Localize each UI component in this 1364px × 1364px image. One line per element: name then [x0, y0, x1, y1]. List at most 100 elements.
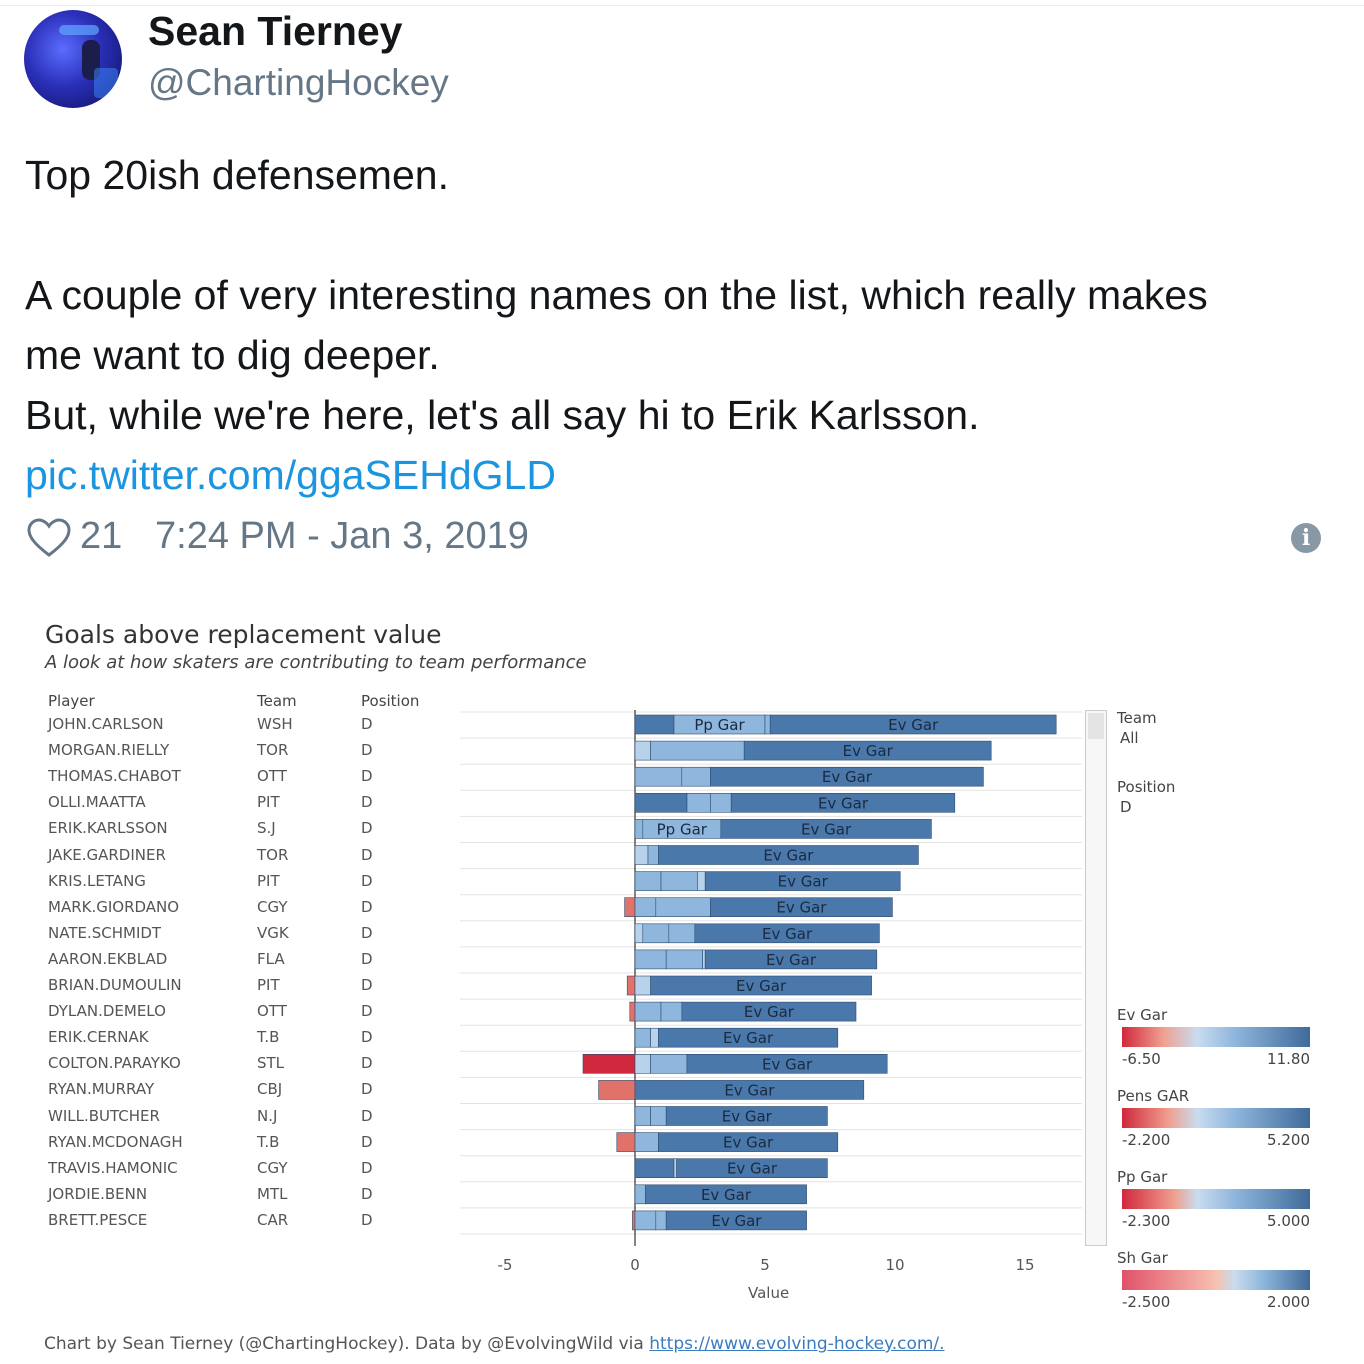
- bar-segment[interactable]: [681, 1001, 857, 1022]
- bar-segment[interactable]: [655, 1210, 667, 1231]
- bar-segment-label: Ev Gar: [722, 1108, 773, 1126]
- bar-segment[interactable]: [634, 1027, 651, 1048]
- bar-segment[interactable]: [665, 949, 703, 970]
- legend-min: -2.200: [1122, 1131, 1171, 1149]
- like-count[interactable]: 21: [80, 515, 123, 557]
- scrollbar[interactable]: [1085, 710, 1107, 1246]
- bar-segment[interactable]: [710, 897, 893, 917]
- bar-segment[interactable]: [634, 1080, 865, 1100]
- legend-min: -2.300: [1122, 1212, 1171, 1230]
- footer-link[interactable]: https://www.evolving-hockey.com/.: [649, 1334, 945, 1354]
- bar-segment[interactable]: [660, 1001, 683, 1022]
- bar-segment[interactable]: [634, 1132, 659, 1152]
- player-name: JAKE.GARDINER: [48, 845, 166, 864]
- footer-credit: Chart by Sean Tierney (@ChartingHockey).…: [44, 1334, 650, 1354]
- bar-segment[interactable]: [582, 1053, 636, 1074]
- bar-segment[interactable]: [658, 845, 919, 865]
- tweet-timestamp[interactable]: 7:24 PM - Jan 3, 2019: [155, 515, 529, 557]
- tweet-text-line: me want to dig deeper.: [25, 332, 440, 378]
- bar-segment[interactable]: [720, 819, 932, 839]
- position-code: D: [361, 1106, 373, 1125]
- bar-segment[interactable]: [634, 740, 651, 761]
- bar-segment[interactable]: [730, 793, 956, 813]
- bar-segment[interactable]: [769, 714, 1057, 735]
- bar-segment[interactable]: [634, 1184, 646, 1205]
- bar-segment[interactable]: [647, 845, 659, 865]
- bar-segment[interactable]: [598, 1080, 636, 1100]
- bar-segment[interactable]: [673, 1158, 677, 1179]
- filter-team-value[interactable]: All: [1120, 729, 1139, 747]
- bar-segment[interactable]: [632, 1210, 636, 1231]
- bar-segment[interactable]: [634, 1210, 657, 1231]
- scroll-thumb[interactable]: [1088, 713, 1104, 739]
- bar-segment[interactable]: [624, 897, 636, 917]
- bar-segment[interactable]: [676, 1158, 828, 1179]
- bar-segment[interactable]: [634, 1001, 662, 1022]
- bar-segment[interactable]: [668, 923, 696, 944]
- bar-segment[interactable]: [686, 793, 711, 813]
- filter-position-value[interactable]: D: [1120, 798, 1132, 816]
- bar-segment[interactable]: [650, 1106, 667, 1126]
- bar-segment[interactable]: [658, 1132, 839, 1152]
- bar-segment[interactable]: [710, 793, 732, 813]
- x-tick-label: 0: [630, 1256, 640, 1274]
- bar-segment[interactable]: [694, 923, 880, 944]
- bar-segment[interactable]: [634, 766, 683, 787]
- bar-segment[interactable]: [704, 871, 901, 891]
- bar-segment[interactable]: [634, 714, 675, 735]
- avatar[interactable]: [24, 10, 122, 108]
- bar-segment[interactable]: [764, 714, 771, 735]
- position-code: D: [361, 741, 373, 760]
- bar-segment-label: Ev Gar: [888, 716, 939, 734]
- bar-segment[interactable]: [743, 740, 992, 761]
- col-header-player: Player: [48, 692, 95, 710]
- bar-segment[interactable]: [634, 975, 651, 996]
- bar-segment[interactable]: [634, 793, 688, 813]
- bar-segment[interactable]: [634, 819, 644, 839]
- author-handle[interactable]: @ChartingHockey: [148, 62, 449, 103]
- info-icon[interactable]: i: [1291, 523, 1321, 553]
- bar-segment[interactable]: [629, 1001, 636, 1022]
- player-name: DYLAN.DEMELO: [48, 1002, 166, 1021]
- bar-segment-label: Ev Gar: [723, 1134, 774, 1152]
- legend-gradient: [1122, 1027, 1310, 1047]
- bar-segment[interactable]: [634, 1106, 651, 1126]
- tweet-media-link[interactable]: pic.twitter.com/ggaSEHdGLD: [25, 452, 556, 498]
- bar-segment[interactable]: [660, 871, 698, 891]
- bar-segment[interactable]: [686, 1053, 888, 1074]
- bar-segment[interactable]: [634, 871, 662, 891]
- bar-segment[interactable]: [634, 949, 667, 970]
- col-header-position: Position: [361, 692, 420, 710]
- bar-segment[interactable]: [665, 1210, 807, 1231]
- team-code: CGY: [257, 1158, 288, 1177]
- legend-gradient: [1122, 1270, 1310, 1290]
- player-name: MARK.GIORDANO: [48, 897, 180, 916]
- bar-segment[interactable]: [710, 766, 984, 787]
- bar-segment[interactable]: [658, 1027, 839, 1048]
- bar-segment[interactable]: [634, 897, 657, 917]
- bar-segment[interactable]: [650, 1053, 688, 1074]
- player-name: NATE.SCHMIDT: [48, 923, 162, 942]
- bar-segment[interactable]: [681, 766, 711, 787]
- bar-segment[interactable]: [645, 1184, 807, 1205]
- bar-segment[interactable]: [650, 740, 745, 761]
- bar-segment[interactable]: [704, 949, 878, 970]
- bar-segment[interactable]: [650, 975, 872, 996]
- player-name: RYAN.MURRAY: [48, 1080, 155, 1099]
- player-name: KRIS.LETANG: [48, 871, 146, 890]
- bar-segment[interactable]: [697, 871, 706, 891]
- bar-segment[interactable]: [642, 923, 670, 944]
- bar-segment[interactable]: [616, 1132, 636, 1152]
- bar-segment[interactable]: [634, 923, 644, 944]
- heart-icon[interactable]: [27, 518, 71, 558]
- team-code: CGY: [257, 897, 288, 916]
- bar-segment[interactable]: [634, 845, 649, 865]
- bar-segment[interactable]: [702, 949, 706, 970]
- bar-segment[interactable]: [665, 1106, 828, 1126]
- bar-segment[interactable]: [634, 1053, 651, 1074]
- bar-segment[interactable]: [655, 897, 711, 917]
- author-name[interactable]: Sean Tierney: [148, 8, 403, 54]
- bar-segment[interactable]: [650, 1027, 659, 1048]
- bar-segment[interactable]: [634, 1158, 675, 1179]
- bar-segment[interactable]: [626, 975, 636, 996]
